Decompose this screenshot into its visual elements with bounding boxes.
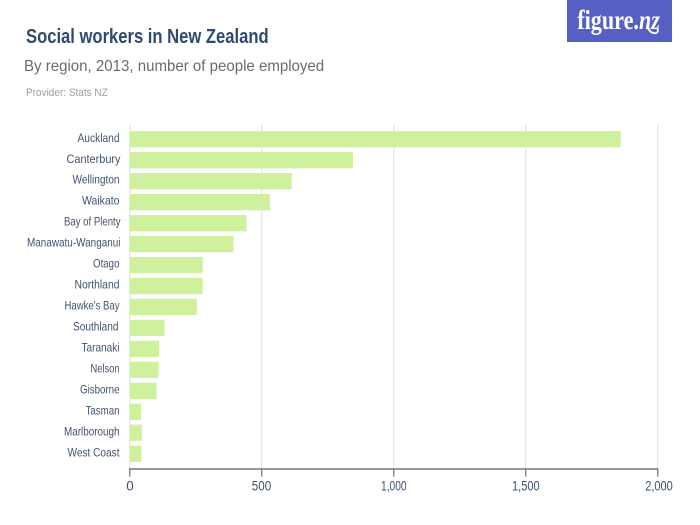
svg-text:Southland: Southland: [73, 320, 119, 334]
svg-text:Manawatu-Wanganui: Manawatu-Wanganui: [27, 236, 121, 250]
svg-text:Taranaki: Taranaki: [82, 341, 120, 355]
svg-text:Gisborne: Gisborne: [80, 382, 120, 396]
svg-text:Waikato: Waikato: [82, 194, 120, 208]
svg-text:Tasman: Tasman: [86, 403, 120, 417]
svg-text:Northland: Northland: [75, 278, 120, 292]
svg-text:Auckland: Auckland: [78, 131, 120, 145]
svg-text:Bay of Plenty: Bay of Plenty: [64, 215, 121, 229]
svg-text:2,000: 2,000: [645, 478, 673, 493]
svg-text:1,500: 1,500: [512, 478, 540, 493]
svg-text:Nelson: Nelson: [91, 361, 120, 375]
svg-text:Hawke's Bay: Hawke's Bay: [65, 299, 121, 313]
svg-text:West Coast: West Coast: [68, 445, 120, 459]
svg-text:500: 500: [252, 478, 271, 493]
svg-text:Wellington: Wellington: [73, 173, 120, 187]
svg-text:0: 0: [126, 478, 133, 493]
svg-text:Canterbury: Canterbury: [67, 152, 122, 166]
svg-text:Otago: Otago: [93, 257, 120, 271]
svg-text:Marlborough: Marlborough: [64, 424, 120, 438]
svg-text:1,000: 1,000: [381, 478, 407, 493]
